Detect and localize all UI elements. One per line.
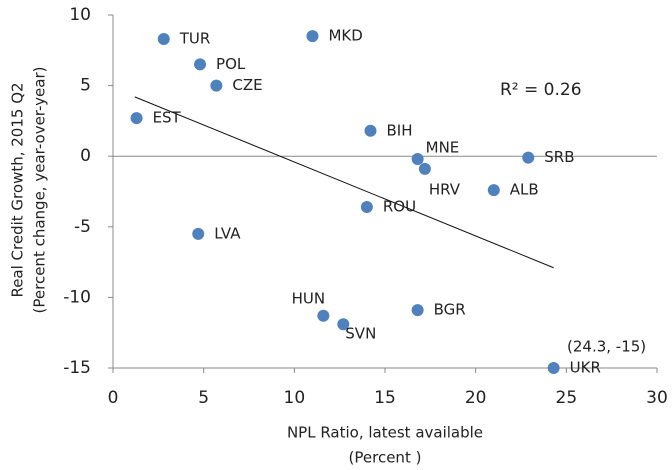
point	[360, 201, 373, 214]
point-label: ALB	[510, 181, 539, 199]
point	[194, 58, 207, 71]
point-label: SRB	[544, 148, 574, 166]
x-axis-title: NPL Ratio, latest available	[287, 424, 483, 442]
point	[306, 30, 319, 43]
y-axis-title-line: Real Credit Growth, 2015 Q2	[9, 82, 27, 297]
point	[411, 153, 424, 166]
point-label: HRV	[429, 180, 461, 198]
point-label: EST	[153, 109, 182, 127]
point-label: ROU	[383, 198, 416, 216]
y-tick-label: -10	[63, 287, 91, 307]
point	[487, 184, 500, 197]
point-label: SVN	[345, 325, 376, 343]
point	[192, 227, 205, 240]
point	[210, 79, 223, 92]
x-tick-label: 20	[465, 388, 487, 408]
y-tick-label: -5	[74, 217, 91, 237]
point	[522, 151, 535, 164]
y-tick-label: 5	[80, 76, 91, 96]
point	[547, 362, 560, 374]
point	[418, 162, 431, 175]
x-tick-label: 5	[198, 388, 209, 408]
y-tick-label: -15	[63, 358, 91, 378]
point	[411, 304, 424, 317]
x-tick-label: 15	[374, 388, 396, 408]
point-label: LVA	[214, 224, 241, 242]
y-axis-title-line: (Percent change, year-over-year)	[31, 67, 49, 314]
point-annotation: (24.3, -15)	[567, 338, 646, 356]
x-tick-label: 10	[284, 388, 306, 408]
point-label: TUR	[179, 30, 211, 48]
x-axis-title: (Percent )	[349, 449, 422, 467]
point	[157, 33, 170, 46]
point-label: MKD	[328, 27, 362, 45]
point-label: BIH	[386, 121, 412, 139]
y-tick-label: 0	[80, 146, 91, 166]
x-tick-label: 25	[556, 388, 578, 408]
point	[364, 124, 377, 137]
x-tick-label: 0	[108, 388, 119, 408]
point-label: POL	[216, 55, 246, 73]
x-tick-label: 30	[646, 388, 668, 408]
point-label: CZE	[232, 76, 262, 94]
point-label: HUN	[292, 289, 325, 307]
trendline	[134, 96, 554, 269]
point-label: MNE	[426, 139, 460, 157]
y-axis-title: Real Credit Growth, 2015 Q2 (Percent cha…	[9, 67, 49, 314]
point	[130, 112, 143, 125]
point	[317, 309, 330, 322]
point	[337, 318, 350, 331]
point-label: BGR	[434, 301, 466, 319]
y-tick-label: 10	[69, 5, 91, 25]
point-label: UKR	[570, 359, 601, 377]
r-squared: R² = 0.26	[500, 80, 582, 100]
